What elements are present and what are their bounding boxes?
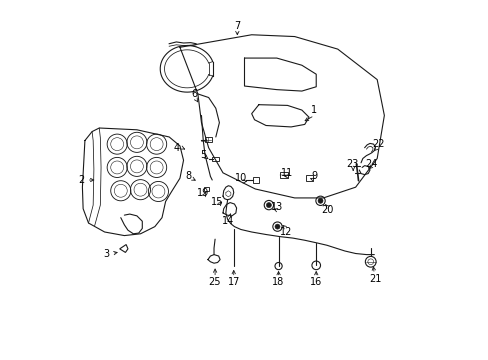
Text: 6: 6 xyxy=(191,89,197,99)
Text: 20: 20 xyxy=(320,206,332,216)
Text: 17: 17 xyxy=(227,277,240,287)
Text: 12: 12 xyxy=(279,227,291,237)
Bar xyxy=(305,175,313,181)
Circle shape xyxy=(274,224,280,229)
Text: 4: 4 xyxy=(173,143,179,153)
Bar xyxy=(252,177,259,183)
Bar xyxy=(204,187,209,192)
Text: 8: 8 xyxy=(185,171,192,181)
Bar xyxy=(279,172,287,178)
Text: 3: 3 xyxy=(103,248,109,258)
Circle shape xyxy=(317,198,323,203)
Text: 1: 1 xyxy=(311,105,317,115)
Bar xyxy=(212,157,218,161)
Text: 25: 25 xyxy=(207,277,220,287)
Text: 16: 16 xyxy=(309,277,322,287)
Text: 18: 18 xyxy=(272,277,284,287)
Text: 11: 11 xyxy=(281,168,293,178)
Text: 21: 21 xyxy=(368,274,381,284)
Text: 15: 15 xyxy=(211,197,224,207)
Text: 13: 13 xyxy=(270,202,283,212)
Text: 24: 24 xyxy=(365,159,377,169)
Text: 19: 19 xyxy=(197,188,209,198)
Text: 5: 5 xyxy=(200,150,206,160)
Bar xyxy=(204,137,211,142)
Text: 9: 9 xyxy=(311,171,317,181)
Text: 10: 10 xyxy=(234,173,246,183)
Text: 14: 14 xyxy=(222,216,234,226)
Text: 22: 22 xyxy=(372,139,385,149)
Text: 2: 2 xyxy=(78,175,84,185)
Text: 23: 23 xyxy=(345,159,358,169)
Circle shape xyxy=(266,203,271,208)
Text: 7: 7 xyxy=(234,21,240,31)
